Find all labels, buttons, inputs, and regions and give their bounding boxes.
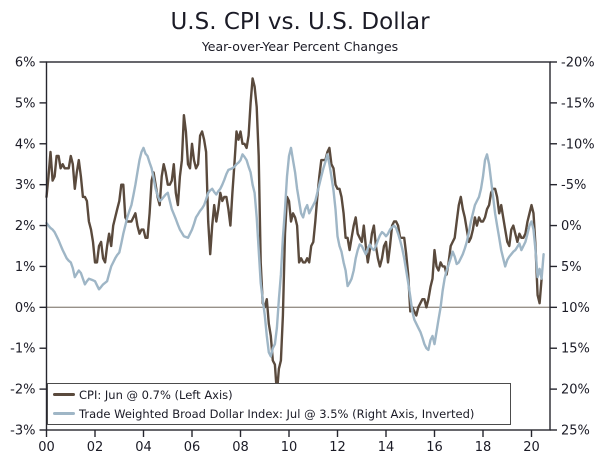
right-axis-tick-label: -5% bbox=[561, 178, 586, 193]
right-axis-tick-label: 5% bbox=[561, 260, 582, 275]
legend: CPI: Jun @ 0.7% (Left Axis) Trade Weight… bbox=[47, 383, 511, 425]
left-axis-tick-label: -1% bbox=[10, 342, 35, 357]
right-axis-tick-label: -20% bbox=[561, 56, 595, 71]
left-axis-tick-label: 0% bbox=[15, 301, 36, 316]
legend-label-dollar: Trade Weighted Broad Dollar Index: Jul @… bbox=[79, 406, 475, 421]
x-axis-tick-label: 20 bbox=[523, 440, 540, 455]
cpi-line bbox=[45, 77, 543, 395]
legend-item-cpi: CPI: Jun @ 0.7% (Left Axis) bbox=[53, 386, 510, 403]
left-axis-tick-label: 4% bbox=[15, 137, 36, 152]
cpi-line-swatch bbox=[53, 392, 75, 397]
right-axis-tick-label: 20% bbox=[561, 383, 590, 398]
x-axis-tick-label: 02 bbox=[87, 440, 104, 455]
left-axis-tick-label: 2% bbox=[15, 219, 36, 234]
x-axis-tick-label: 14 bbox=[378, 440, 395, 455]
x-axis-tick-label: 18 bbox=[475, 440, 492, 455]
dollar-line bbox=[45, 146, 545, 358]
right-axis-tick-label: -15% bbox=[561, 96, 595, 111]
chart-subtitle: Year-over-Year Percent Changes bbox=[201, 39, 399, 54]
right-axis-tick-label: 25% bbox=[561, 424, 590, 439]
x-axis-tick-label: 16 bbox=[426, 440, 443, 455]
left-axis-tick-label: 1% bbox=[15, 260, 36, 275]
chart-title: U.S. CPI vs. U.S. Dollar bbox=[170, 9, 430, 35]
x-axis-tick-label: 04 bbox=[135, 440, 152, 455]
dollar-line-swatch bbox=[53, 411, 75, 416]
legend-item-dollar: Trade Weighted Broad Dollar Index: Jul @… bbox=[53, 405, 510, 422]
right-axis-tick-label: 0% bbox=[561, 219, 582, 234]
x-axis-tick-label: 08 bbox=[232, 440, 249, 455]
left-axis-tick-label: 5% bbox=[15, 96, 36, 111]
left-axis-tick-label: -3% bbox=[10, 424, 35, 439]
x-axis-tick-label: 12 bbox=[329, 440, 346, 455]
right-axis-tick-label: 10% bbox=[561, 301, 590, 316]
x-axis-tick-label: 10 bbox=[281, 440, 298, 455]
left-axis-tick-label: -2% bbox=[10, 383, 35, 398]
right-axis-tick-label: -10% bbox=[561, 137, 595, 152]
right-axis-tick-label: 15% bbox=[561, 342, 590, 357]
legend-label-cpi: CPI: Jun @ 0.7% (Left Axis) bbox=[79, 387, 233, 402]
plot-frame bbox=[45, 61, 551, 431]
x-axis-tick-label: 00 bbox=[38, 440, 55, 455]
left-axis-tick-label: 3% bbox=[15, 178, 36, 193]
left-axis-tick-label: 6% bbox=[15, 56, 36, 71]
x-axis-tick-label: 06 bbox=[184, 440, 201, 455]
